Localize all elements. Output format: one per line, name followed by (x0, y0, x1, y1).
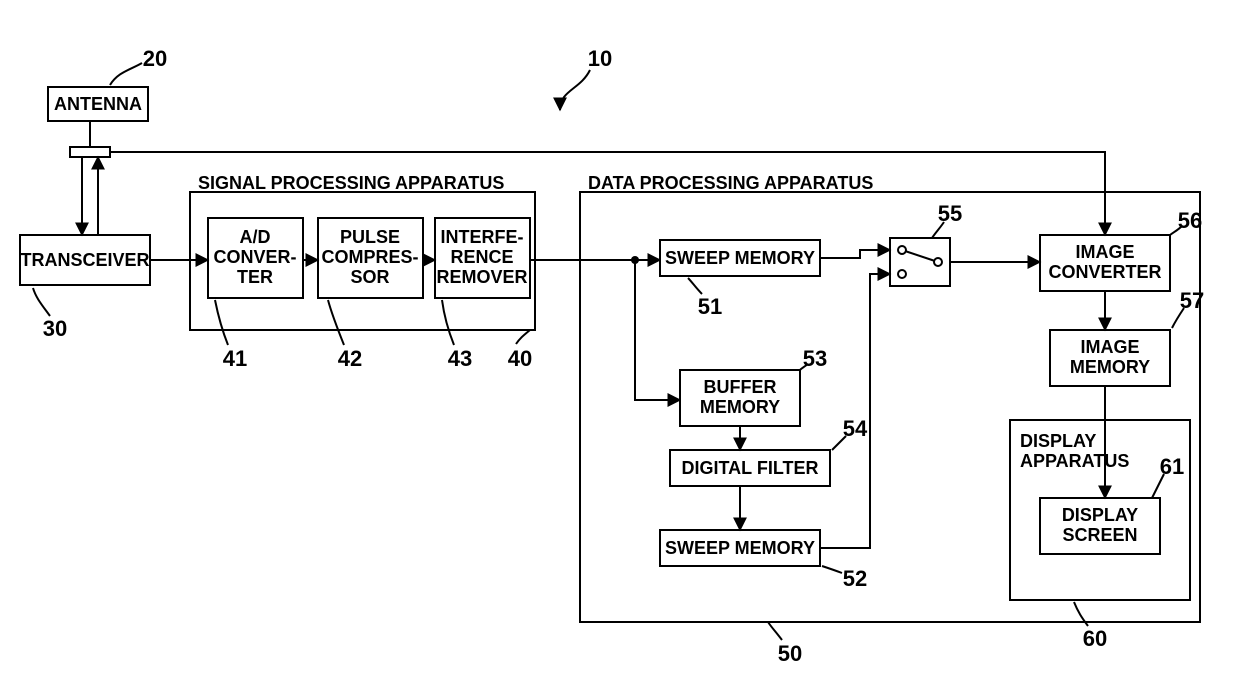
ref-data-squiggle (768, 622, 782, 640)
pulse-l1: PULSE (340, 227, 400, 247)
ref-filter: 54 (843, 416, 868, 441)
imgconv-l2: CONVERTER (1048, 262, 1161, 282)
ref-system-squiggle (560, 70, 590, 110)
interf-l3: REMOVER (436, 267, 527, 287)
ad-l1: A/D (240, 227, 271, 247)
imgmem-l1: IMAGE (1080, 337, 1139, 357)
sweep2-label: SWEEP MEMORY (665, 538, 815, 558)
ref-imgconv: 56 (1178, 208, 1202, 233)
group-data-title: DATA PROCESSING APPARATUS (588, 173, 873, 193)
ad-l3: TER (237, 267, 273, 287)
ref-signal-squiggle (516, 330, 530, 344)
ref-ad: 41 (223, 346, 247, 371)
buffer-l1: BUFFER (704, 377, 777, 397)
ad-l2: CONVER- (213, 247, 296, 267)
interf-l1: INTERFE- (441, 227, 524, 247)
ref-signal-group: 40 (508, 346, 532, 371)
group-display-l1: DISPLAY (1020, 431, 1096, 451)
group-signal-title: SIGNAL PROCESSING APPARATUS (198, 173, 504, 193)
imgconv-l1: IMAGE (1075, 242, 1134, 262)
screen-l1: DISPLAY (1062, 505, 1138, 525)
switch (890, 238, 950, 286)
ref-transceiver-squiggle (33, 288, 50, 316)
pulse-l3: SOR (350, 267, 389, 287)
ref-sweep1: 51 (698, 294, 722, 319)
filter-label: DIGITAL FILTER (682, 458, 819, 478)
group-display-l2: APPARATUS (1020, 451, 1129, 471)
ref-display-group: 60 (1083, 626, 1107, 651)
pulse-l2: COMPRES- (321, 247, 418, 267)
ref-antenna-squiggle (110, 63, 142, 85)
screen-l2: SCREEN (1062, 525, 1137, 545)
ref-sweep2: 52 (843, 566, 867, 591)
ref-pulse: 42 (338, 346, 362, 371)
antenna-label: ANTENNA (54, 94, 142, 114)
ref-antenna: 20 (143, 46, 167, 71)
ref-data-group: 50 (778, 641, 802, 666)
ref-transceiver: 30 (43, 316, 67, 341)
interf-l2: RENCE (450, 247, 513, 267)
transceiver-label: TRANSCEIVER (20, 250, 149, 270)
ref-system: 10 (588, 46, 612, 71)
ref-buffer: 53 (803, 346, 827, 371)
buffer-l2: MEMORY (700, 397, 780, 417)
ref-switch: 55 (938, 201, 962, 226)
antenna-feed (70, 147, 110, 157)
imgmem-l2: MEMORY (1070, 357, 1150, 377)
ref-interf: 43 (448, 346, 472, 371)
sweep1-label: SWEEP MEMORY (665, 248, 815, 268)
